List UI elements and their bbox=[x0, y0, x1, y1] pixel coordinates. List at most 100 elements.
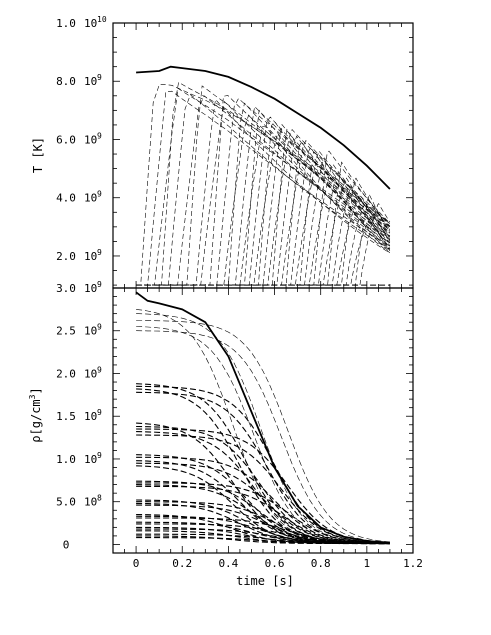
temperature-track bbox=[136, 116, 391, 286]
temperature-track bbox=[136, 81, 391, 286]
density-track bbox=[136, 485, 390, 544]
density-tick-label: 1.0 bbox=[56, 453, 76, 466]
temperature-track bbox=[136, 125, 391, 286]
temperature-track bbox=[136, 152, 391, 286]
density-track bbox=[136, 484, 390, 545]
temperature-tick-label: 10 bbox=[97, 15, 107, 24]
density-tick-label: 3.0 bbox=[56, 282, 76, 295]
density-track bbox=[136, 320, 390, 543]
temperature-tick-label: 9 bbox=[97, 131, 102, 140]
density-tick-label: 2.5 bbox=[56, 325, 76, 338]
time-tick-label: 0.6 bbox=[265, 557, 285, 570]
density-tick-label: 8 bbox=[97, 494, 102, 503]
density-track bbox=[136, 465, 390, 545]
time-tick-label: 0.8 bbox=[311, 557, 331, 570]
density-tick-label: 10 bbox=[84, 325, 97, 338]
peak-temperature-curve bbox=[136, 65, 391, 190]
temperature-track bbox=[136, 135, 391, 286]
temperature-tick-label: 10 bbox=[84, 75, 97, 88]
density-tick-label: 9 bbox=[97, 323, 102, 332]
peak-density-curve bbox=[135, 291, 390, 544]
temperature-track bbox=[136, 172, 391, 286]
density-tracks bbox=[135, 291, 390, 545]
density-tick-label: 9 bbox=[97, 280, 102, 289]
density-track bbox=[136, 517, 390, 544]
temperature-tick-label: 1.0 bbox=[56, 17, 76, 30]
temperature-track bbox=[136, 141, 391, 286]
density-track bbox=[136, 523, 390, 545]
time-tick-labels: 0 0.2 0.4 0.6 0.8 1 1.2 bbox=[133, 557, 423, 570]
time-tick-label: 0.4 bbox=[218, 557, 238, 570]
temperature-tracks bbox=[136, 65, 391, 286]
temperature-tick-label: 10 bbox=[84, 192, 97, 205]
density-track bbox=[136, 515, 390, 545]
temperature-track bbox=[136, 129, 391, 286]
temperature-tick-label: 2.0 bbox=[56, 250, 76, 263]
temperature-track bbox=[136, 161, 391, 286]
temperature-axis-label: T [K] bbox=[31, 137, 45, 173]
temperature-track bbox=[136, 146, 391, 286]
density-track bbox=[136, 330, 390, 543]
temperature-track bbox=[136, 93, 391, 286]
temperature-track bbox=[136, 164, 391, 286]
density-track bbox=[136, 309, 390, 544]
temperature-track bbox=[136, 109, 391, 286]
temperature-track bbox=[136, 157, 391, 286]
temperature-track bbox=[136, 140, 391, 286]
temperature-tick-label: 10 bbox=[84, 17, 97, 30]
time-tick-label: 1 bbox=[364, 557, 371, 570]
density-tick-label: 9 bbox=[97, 365, 102, 374]
density-tick-label: 10 bbox=[84, 496, 97, 509]
top-plot-frame bbox=[112, 22, 414, 289]
density-track bbox=[136, 456, 390, 544]
temperature-track bbox=[136, 98, 391, 286]
temperature-track bbox=[136, 213, 391, 286]
temperature-tick-label: 4.0 bbox=[56, 192, 76, 205]
density-tick-label: 9 bbox=[97, 451, 102, 460]
temperature-tick-label: 9 bbox=[97, 190, 102, 199]
temperature-track bbox=[136, 194, 391, 286]
top-panel: 2.0 10 94.0 10 96.0 10 98.0 10 91.0 10 10 T [K] bbox=[31, 15, 414, 289]
temperature-track bbox=[136, 102, 391, 286]
temperature-track bbox=[136, 203, 391, 286]
temperature-track bbox=[136, 193, 391, 286]
temperature-track bbox=[136, 95, 391, 286]
time-tick-label: 0 bbox=[133, 557, 140, 570]
temperature-tick-label: 9 bbox=[97, 73, 102, 82]
time-tick-label: 0.2 bbox=[172, 557, 192, 570]
density-track bbox=[136, 537, 390, 545]
density-track bbox=[136, 385, 390, 544]
density-tick-label: 1.5 bbox=[56, 410, 76, 423]
bottom-plot-frame bbox=[112, 287, 414, 554]
temperature-track bbox=[136, 186, 391, 286]
density-tick-label: 10 bbox=[84, 282, 97, 295]
time-axis-label: time [s] bbox=[236, 574, 294, 588]
temperature-track bbox=[136, 90, 391, 286]
temperature-track bbox=[136, 123, 391, 286]
temperature-tick-label: 10 bbox=[84, 250, 97, 263]
temperature-track bbox=[136, 100, 391, 286]
temperature-tick-labels: 2.0 10 94.0 10 96.0 10 98.0 10 91.0 10 10 bbox=[56, 15, 107, 263]
density-tick-label: 0 bbox=[63, 538, 70, 551]
density-axis-label: ρ[g/cm3] bbox=[28, 387, 43, 442]
temperature-tick-label: 9 bbox=[97, 248, 102, 257]
density-track bbox=[136, 425, 390, 544]
density-track bbox=[136, 391, 390, 544]
density-track bbox=[136, 431, 390, 544]
density-track bbox=[136, 434, 390, 544]
density-track bbox=[136, 482, 390, 544]
temperature-track bbox=[136, 132, 391, 286]
density-tick-label: 2.0 bbox=[56, 367, 76, 380]
top-ticks bbox=[112, 22, 414, 288]
density-tick-label: 5.0 bbox=[56, 496, 76, 509]
density-tick-label: 10 bbox=[84, 367, 97, 380]
temperature-track bbox=[136, 84, 391, 286]
temperature-track bbox=[136, 121, 391, 286]
time-tick-label: 1.2 bbox=[403, 557, 423, 570]
temperature-track bbox=[136, 114, 391, 286]
density-tick-labels: 05.0 10 81.0 10 91.5 10 92.0 10 92.5 10 93.0 10 9 bbox=[56, 280, 102, 551]
temperature-track bbox=[136, 128, 391, 286]
density-track bbox=[136, 521, 390, 545]
